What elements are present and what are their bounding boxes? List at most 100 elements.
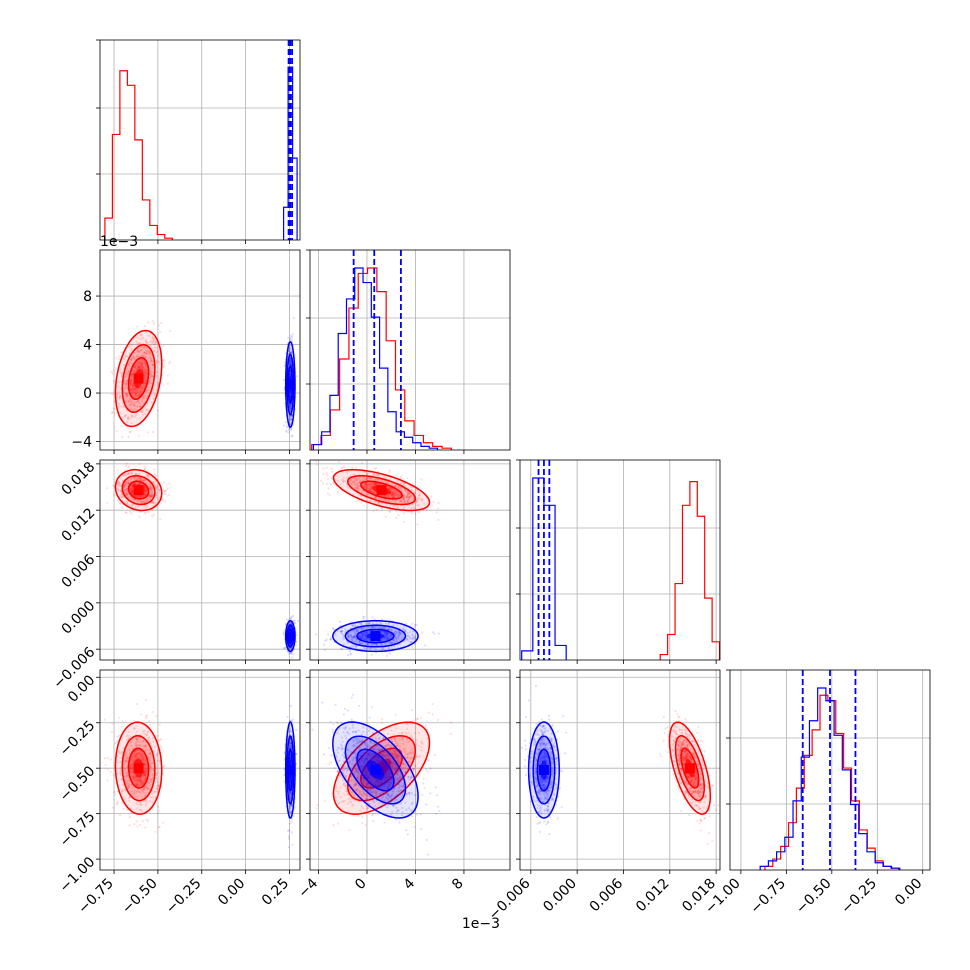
scatter-point [130, 477, 133, 481]
scatter-point [154, 502, 157, 505]
scatter-point [119, 489, 122, 493]
scatter-point [131, 484, 135, 487]
scatter-point [140, 363, 143, 366]
scatter-point [124, 481, 127, 484]
scatter-point [374, 496, 378, 499]
scatter-point [375, 496, 378, 499]
scatter-point [361, 634, 364, 637]
scatter-point [406, 637, 409, 640]
scatter-point [157, 324, 161, 327]
scatter-point [282, 633, 285, 636]
scatter-point [120, 483, 123, 486]
scatter-point [140, 501, 143, 504]
scatter-point [288, 346, 291, 349]
scatter-point [136, 400, 139, 403]
scatter-point [385, 633, 388, 636]
scatter-point [140, 348, 143, 352]
scatter-point [148, 349, 151, 352]
scatter-point [389, 487, 392, 490]
scatter-point [419, 492, 422, 495]
scatter-point [158, 488, 161, 492]
scatter-point [136, 362, 139, 365]
scatter-point [120, 375, 123, 378]
scatter-point [125, 487, 128, 491]
y-tick-label: 0.000 [59, 598, 99, 638]
scatter-point [421, 631, 424, 634]
scatter-point [143, 489, 146, 492]
scatter-point [296, 375, 299, 378]
scatter-point [130, 487, 133, 490]
scatter-point [403, 506, 406, 509]
scatter-point [373, 618, 376, 621]
scatter-point [285, 426, 289, 429]
scatter-point [338, 620, 342, 623]
scatter-point [411, 622, 414, 625]
scatter-point [142, 365, 145, 368]
scatter-point [128, 352, 131, 355]
scatter-point [140, 410, 143, 413]
scatter-point [361, 633, 364, 636]
scatter-point [148, 351, 151, 354]
scatter-point [126, 393, 129, 396]
scatter-point [114, 742, 117, 745]
density-peak [285, 379, 296, 390]
panel-frame [99, 459, 301, 661]
scatter-point [121, 496, 124, 499]
scatter-point [141, 413, 144, 416]
scatter-point [406, 499, 409, 502]
scatter-point [156, 485, 159, 488]
scatter-point [431, 631, 434, 634]
scatter-point [130, 343, 133, 346]
scatter-point [148, 341, 151, 344]
scatter-point [119, 485, 123, 488]
scatter-point [145, 389, 148, 392]
scatter-point [151, 494, 154, 497]
scatter-point [407, 492, 410, 495]
scatter-point [144, 351, 147, 354]
scatter-point [125, 384, 128, 387]
scatter-point [424, 644, 427, 647]
scatter-point [154, 499, 157, 502]
scatter-point [396, 474, 399, 477]
scatter-point [114, 366, 117, 370]
scatter-point [136, 394, 140, 397]
y-ticks [306, 463, 310, 650]
grid [310, 460, 510, 660]
scatter-point [151, 494, 154, 497]
scatter-point [347, 635, 350, 638]
scatter-point [154, 340, 157, 343]
scatter-point [139, 482, 142, 485]
scatter-point [112, 773, 115, 777]
scatter-point [139, 366, 142, 369]
scatter-point [144, 351, 147, 354]
scatter-point [118, 393, 121, 396]
scatter-point [123, 387, 126, 391]
scatter-point [417, 504, 420, 507]
y-tick-label: 0 [83, 386, 92, 402]
scatter-point [134, 507, 137, 510]
scatter-point [145, 491, 148, 494]
scatter-point [134, 366, 137, 369]
x-ticks [113, 450, 290, 454]
scatter-point [289, 334, 292, 337]
density-peak [376, 485, 387, 496]
scatter-point [406, 501, 409, 504]
scatter-point [110, 731, 113, 734]
scatter-point [120, 351, 123, 354]
scatter-point [359, 623, 362, 626]
scatter-point [416, 523, 419, 526]
scatter-point [353, 476, 356, 479]
scatter-point [326, 492, 329, 495]
scatter-point [160, 322, 163, 325]
scatter-point [425, 509, 428, 512]
scatter-point [289, 395, 292, 398]
scatter-point [150, 340, 153, 343]
scatter-point [132, 408, 135, 411]
scatter-point [135, 354, 138, 357]
scatter-point [144, 340, 147, 343]
scatter-point [150, 490, 153, 493]
scatter-point [380, 498, 383, 501]
scatter-point [131, 491, 135, 494]
scatter-point [117, 480, 120, 484]
scatter-point [149, 491, 152, 494]
